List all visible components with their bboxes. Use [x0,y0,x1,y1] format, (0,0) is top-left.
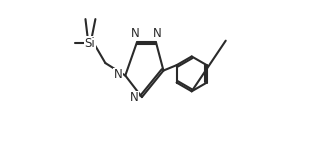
Text: Si: Si [84,37,95,50]
Text: N: N [131,27,140,40]
Text: N: N [153,27,162,40]
Text: N: N [130,91,139,104]
Text: N: N [114,68,122,81]
